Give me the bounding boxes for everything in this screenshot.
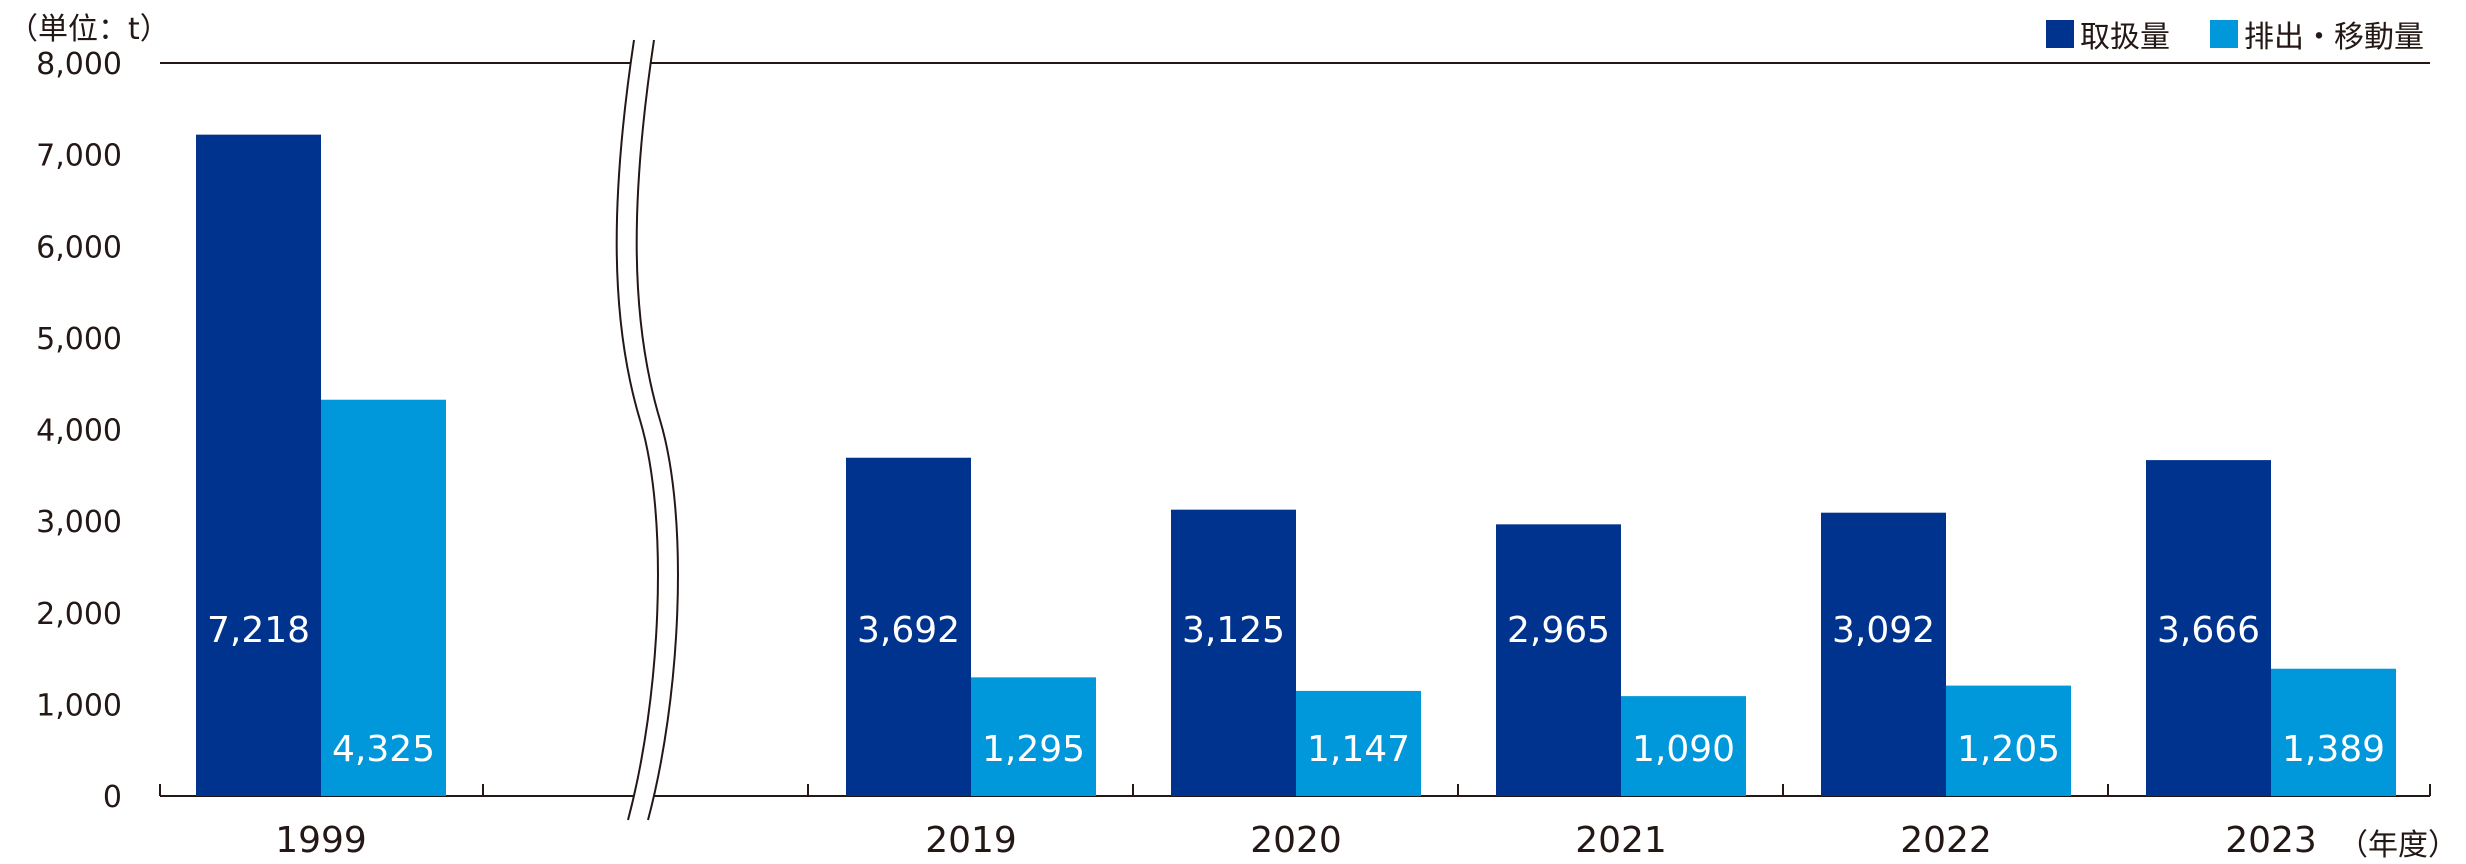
y-tick-label: 6,000 <box>36 230 122 265</box>
x-tick-label: 2023 <box>2225 820 2317 856</box>
y-tick-label: 1,000 <box>36 688 122 723</box>
legend-swatch-released <box>2210 20 2238 48</box>
data-label: 3,692 <box>857 610 960 651</box>
data-label: 3,125 <box>1182 610 1285 651</box>
bar-released <box>1296 690 1421 796</box>
legend-item-released: 排出・移動量 <box>2210 12 2424 56</box>
legend-swatch-handled <box>2046 20 2074 48</box>
y-tick-label: 0 <box>103 780 122 815</box>
data-label: 3,666 <box>2157 610 2260 651</box>
unit-label: （単位：t） <box>8 12 170 47</box>
data-label: 3,092 <box>1832 610 1935 651</box>
y-tick-label: 8,000 <box>36 47 122 82</box>
bar-released <box>2271 668 2396 796</box>
bar-handled <box>1496 524 1621 796</box>
x-tick-label: 2019 <box>925 820 1017 856</box>
y-tick-label: 5,000 <box>36 322 122 357</box>
bar-handled <box>1821 512 1946 796</box>
legend-label-released: 排出・移動量 <box>2244 20 2424 55</box>
bar-handled <box>2146 460 2271 796</box>
axis-break-line <box>615 39 659 821</box>
data-label: 1,147 <box>1307 729 1410 770</box>
data-label: 1,090 <box>1632 729 1735 770</box>
data-label: 1,205 <box>1957 729 2060 770</box>
bar-handled <box>196 134 321 796</box>
x-tick-label: 2022 <box>1900 820 1992 856</box>
x-unit-label: （年度） <box>2338 828 2458 863</box>
data-label: 1,389 <box>2282 729 2385 770</box>
bar-released <box>1946 685 2071 796</box>
y-tick-label: 3,000 <box>36 505 122 540</box>
bar-released <box>1621 696 1746 796</box>
y-tick-label: 4,000 <box>36 414 122 449</box>
axis-break-band <box>616 40 667 820</box>
legend-label-handled: 取扱量 <box>2080 20 2170 55</box>
legend: 取扱量 排出・移動量 <box>2020 12 2424 56</box>
x-tick-label: 2021 <box>1575 820 1667 856</box>
axis-break-line <box>635 39 679 821</box>
data-label: 2,965 <box>1507 610 1610 651</box>
x-tick-label: 2020 <box>1250 820 1342 856</box>
y-tick-label: 7,000 <box>36 139 122 174</box>
y-tick-label: 2,000 <box>36 597 122 632</box>
data-label: 7,218 <box>207 610 310 651</box>
bar-handled <box>846 457 971 796</box>
legend-item-handled: 取扱量 <box>2046 12 2170 56</box>
bar-released <box>971 677 1096 796</box>
x-tick-label: 1999 <box>275 820 367 856</box>
data-label: 1,295 <box>982 729 1085 770</box>
data-label: 4,325 <box>332 729 435 770</box>
bar-released <box>321 399 446 796</box>
bar-handled <box>1171 509 1296 796</box>
